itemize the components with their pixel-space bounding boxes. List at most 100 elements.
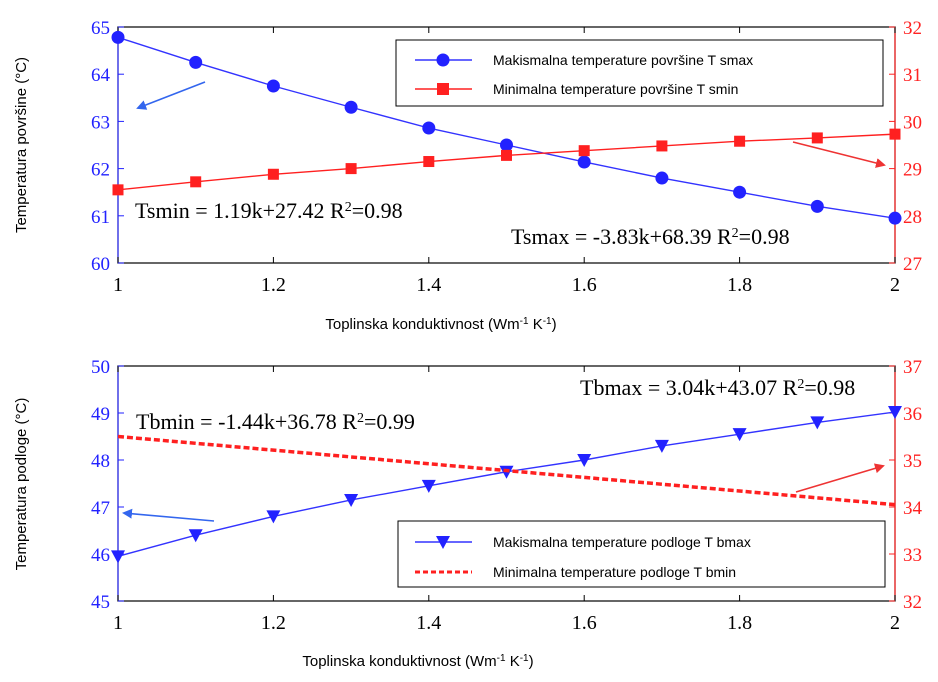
x-tick-label: 2 [890,274,900,296]
y-tick-label: 49 [91,404,110,425]
top-series [111,30,902,225]
x-tick-label: 2 [890,612,900,634]
data-point [190,176,202,188]
x-tick-label: 1.4 [416,612,441,634]
bottom-arrow-right-axis [795,463,885,493]
top-legend-label-smin: Minimalna temperature površine T smin [493,81,738,97]
x-tick-label: 1.8 [727,612,752,634]
top-equation-tsmax: Tsmax = -3.83k+68.39 R2=0.98 [511,224,790,249]
data-point [344,100,358,114]
data-point [421,479,436,493]
x-tick-label: 1 [113,274,123,296]
bottom-series [111,406,902,564]
y2-tick-label: 33 [903,545,922,566]
data-point [577,155,591,169]
top-x-ticks: 1 1.2 1.4 1.6 1.8 2 [113,27,900,296]
bottom-x-ticks: 1 1.2 1.4 1.6 1.8 2 [113,366,900,634]
data-point [733,185,747,199]
x-tick-label: 1.4 [416,274,441,296]
x-tick-label: 1.6 [572,612,597,634]
top-legend-box [395,39,884,107]
data-point [189,55,203,69]
data-point [188,529,203,543]
y2-tick-label: 36 [903,404,922,425]
bottom-legend-label-bmin: Minimalna temperature podloge T bmin [493,564,736,580]
x-tick-label: 1.2 [261,274,286,296]
y2-tick-label: 31 [903,65,922,86]
y2-tick-label: 34 [903,498,923,519]
data-point [577,454,592,467]
data-point [888,406,902,420]
top-x-axis-title: Toplinska konduktivnost (Wm-1 K-1) [325,316,556,334]
y-tick-label: 46 [91,545,110,566]
data-point [111,550,125,564]
top-y-axis-title: Temperatura površine (°C) [13,57,30,233]
y-tick-label: 65 [91,18,110,39]
data-point [267,168,279,180]
y2-tick-label: 30 [903,112,922,133]
data-point [655,171,669,185]
y-tick-label: 48 [91,451,110,472]
data-point [888,211,902,225]
y-tick-label: 50 [91,357,110,378]
y2-tick-label: 29 [903,160,922,181]
data-point [500,138,513,152]
y-tick-label: 60 [91,254,110,275]
y2-tick-label: 35 [903,451,922,472]
top-equation-tsmin: Tsmin = 1.19k+27.42 R2=0.98 [135,198,403,223]
y2-tick-label: 27 [903,254,922,275]
y-tick-label: 63 [91,112,110,133]
data-point [345,163,357,175]
top-arrow-left-axis [136,81,206,110]
y-tick-label: 64 [91,65,111,86]
bottom-arrow-left-axis [122,508,215,522]
top-legend-label-smax: Makismalna temperature površine T smax [493,52,753,68]
bottom-legend-label-bmax: Makismalna temperature podloge T bmax [493,534,751,550]
y-tick-label: 61 [91,207,110,228]
bottom-chart: 1 1.2 1.4 1.6 1.8 2 45 46 47 48 49 50 32 33 34 35 36 37… [13,357,923,670]
bottom-x-axis-title: Toplinska konduktivnost (Wm-1 K-1) [302,653,533,671]
data-point [656,140,668,152]
data-point [501,149,512,161]
x-tick-label: 1.6 [572,274,597,296]
bottom-legend: Makismalna temperature podloge T bmax Mi… [397,520,886,588]
data-point [810,199,824,213]
y2-tick-label: 32 [903,592,922,613]
data-point [112,184,124,196]
data-point [732,428,747,442]
top-y2-ticks: 27 28 29 30 31 32 [889,18,922,275]
y2-tick-label: 37 [903,357,922,378]
bottom-y2-ticks: 32 33 34 35 36 37 [889,357,923,613]
y2-tick-label: 32 [903,18,922,39]
bottom-legend-box [397,520,886,588]
series-line-1 [117,434,896,507]
data-point [111,30,125,44]
x-tick-label: 1.2 [261,612,286,634]
data-point [578,145,590,157]
y-tick-label: 47 [91,498,110,519]
data-point [422,121,436,135]
top-legend: Makismalna temperature površine T smax M… [395,39,884,107]
bottom-y-axis-title: Temperatura podloge (°C) [13,398,30,571]
data-point [654,439,669,453]
data-point [266,79,280,93]
bottom-y-ticks: 45 46 47 48 49 50 [91,357,124,613]
data-point [423,156,435,168]
top-y-ticks: 60 61 62 63 64 65 [91,18,124,275]
bottom-legend-marker-triangle [436,536,450,549]
x-tick-label: 1 [113,612,123,634]
y-tick-label: 62 [91,160,110,181]
data-point [889,128,901,140]
bottom-equation-tbmax: Tbmax = 3.04k+43.07 R2=0.98 [580,375,855,400]
data-point [266,510,281,524]
y2-tick-label: 28 [903,207,922,228]
y-tick-label: 45 [91,592,110,613]
data-point [810,416,825,430]
data-point [734,135,746,147]
data-point [344,493,359,507]
top-legend-marker-square [437,83,449,95]
data-point [811,132,823,144]
top-chart: 1 1.2 1.4 1.6 1.8 2 60 61 62 63 64 65 27 28 29 30 31 32… [13,18,922,333]
x-tick-label: 1.8 [727,274,752,296]
